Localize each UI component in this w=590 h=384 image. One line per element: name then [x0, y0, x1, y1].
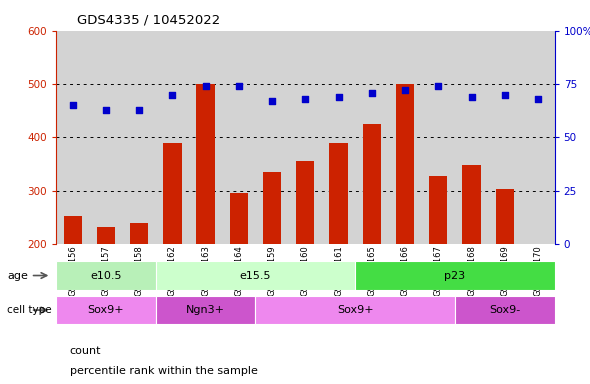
Bar — [56, 261, 156, 290]
Point — [68, 102, 77, 108]
Text: Sox9-: Sox9- — [489, 305, 520, 315]
Point — [101, 106, 110, 113]
Bar — [230, 193, 248, 244]
Bar — [196, 84, 215, 244]
Point — [533, 96, 543, 102]
Bar — [355, 261, 555, 290]
Bar — [329, 142, 348, 244]
Text: e10.5: e10.5 — [90, 270, 122, 281]
Bar — [296, 161, 314, 244]
Bar — [263, 172, 281, 244]
Bar — [496, 189, 514, 244]
Bar — [64, 216, 82, 244]
Point — [467, 94, 476, 100]
Bar — [156, 261, 355, 290]
Bar — [163, 142, 182, 244]
Text: Ngn3+: Ngn3+ — [186, 305, 225, 315]
Text: p23: p23 — [444, 270, 466, 281]
Bar — [156, 296, 255, 324]
Text: Sox9+: Sox9+ — [337, 305, 373, 315]
Point — [434, 83, 443, 89]
Point — [500, 91, 510, 98]
Point — [135, 106, 144, 113]
Text: count: count — [70, 346, 101, 356]
Point — [334, 94, 343, 100]
Bar — [255, 296, 455, 324]
Point — [367, 89, 376, 96]
Point — [168, 91, 177, 98]
Point — [201, 83, 210, 89]
Point — [234, 83, 244, 89]
Text: e15.5: e15.5 — [240, 270, 271, 281]
Bar — [455, 296, 555, 324]
Bar — [363, 124, 381, 244]
Bar — [396, 84, 414, 244]
Text: percentile rank within the sample: percentile rank within the sample — [70, 366, 257, 376]
Bar — [130, 223, 148, 244]
Bar — [429, 175, 447, 244]
Text: Sox9+: Sox9+ — [87, 305, 124, 315]
Point — [267, 98, 277, 104]
Point — [400, 87, 409, 93]
Bar — [97, 227, 115, 244]
Text: GDS4335 / 10452022: GDS4335 / 10452022 — [77, 13, 220, 26]
Bar — [463, 165, 481, 244]
Point — [300, 96, 310, 102]
Text: age: age — [7, 270, 28, 281]
Text: cell type: cell type — [7, 305, 52, 315]
Bar — [56, 296, 156, 324]
